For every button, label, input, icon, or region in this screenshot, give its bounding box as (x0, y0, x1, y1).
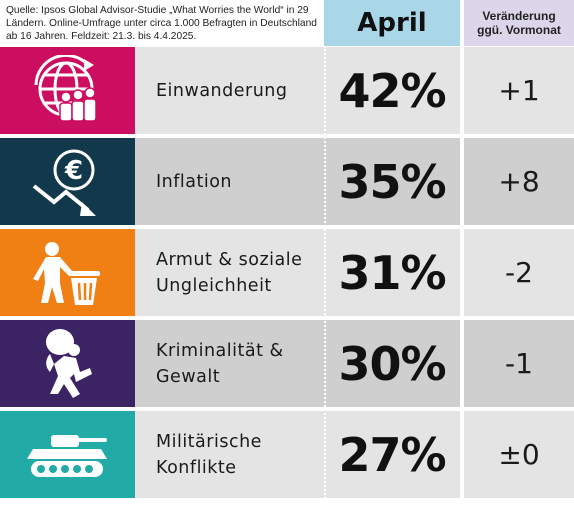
tank-icon (23, 427, 113, 483)
column-divider (324, 46, 326, 507)
april-value: 30% (324, 320, 460, 407)
april-value: 27% (324, 411, 460, 498)
row-divider (135, 226, 574, 228)
euro-falling-arrow-icon: € (30, 146, 106, 218)
change-value: +8 (464, 138, 574, 225)
row-divider (135, 135, 574, 137)
icon-cell (0, 411, 135, 498)
header-change: Veränderung ggü. Vormonat (464, 0, 574, 46)
change-value: -1 (464, 320, 574, 407)
table-row: Militärische Konflikte 27% ±0 (0, 411, 574, 498)
table-row: Einwanderung 42% +1 (0, 47, 574, 134)
april-value: 31% (324, 229, 460, 316)
table-row: Kriminalität & Gewalt 30% -1 (0, 320, 574, 407)
change-value: ±0 (464, 411, 574, 498)
row-label: Einwanderung (135, 47, 324, 134)
svg-text:€: € (63, 156, 82, 186)
row-label: Armut & soziale Ungleichheit (135, 229, 324, 316)
april-value: 35% (324, 138, 460, 225)
icon-cell (0, 320, 135, 407)
source-note: Quelle: Ipsos Global Advisor-Studie „Wha… (6, 5, 317, 42)
column-divider (460, 46, 462, 507)
person-trash-bin-icon (32, 237, 104, 309)
table-row: Armut & soziale Ungleichheit 31% -2 (0, 229, 574, 316)
icon-cell (0, 229, 135, 316)
icon-cell (0, 47, 135, 134)
row-label: Militärische Konflikte (135, 411, 324, 498)
thief-with-bag-icon (36, 328, 100, 400)
change-value: -2 (464, 229, 574, 316)
row-label: Inflation (135, 138, 324, 225)
icon-cell: € (0, 138, 135, 225)
april-value: 42% (324, 47, 460, 134)
header-april: April (324, 0, 460, 46)
globe-migration-icon (26, 54, 110, 127)
row-divider (135, 317, 574, 319)
row-divider (135, 408, 574, 410)
table-row: € Inflation 35% +8 (0, 138, 574, 225)
row-label: Kriminalität & Gewalt (135, 320, 324, 407)
change-value: +1 (464, 47, 574, 134)
